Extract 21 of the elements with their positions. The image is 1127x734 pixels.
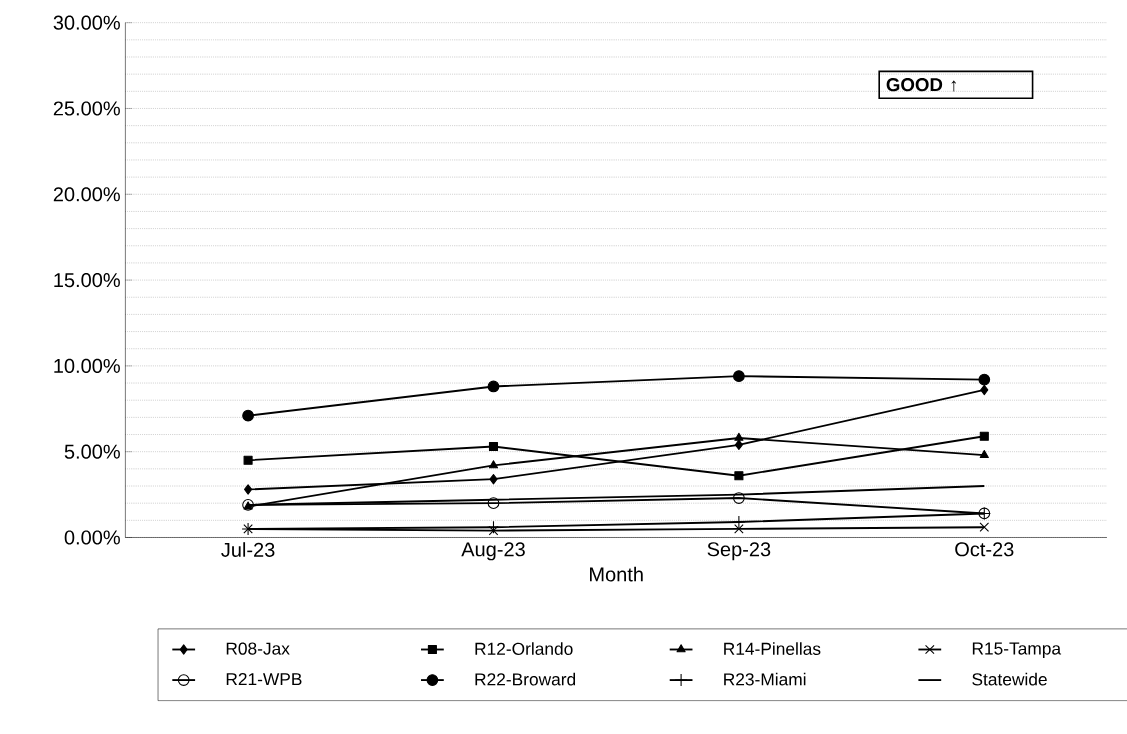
legend-label: R22-Broward <box>475 673 576 686</box>
y-tick-label: 5.00% <box>64 444 120 459</box>
legend-label: R12-Orlando <box>475 642 573 656</box>
x-tick-label: Sep-23 <box>707 542 771 561</box>
legend-label: R08-Jax <box>226 642 290 655</box>
x-tick-label: Jul-23 <box>221 542 275 558</box>
legend-label: Statewide <box>972 673 1047 686</box>
y-tick-label: 20.00% <box>53 187 120 202</box>
y-tick-label: 15.00% <box>54 273 120 288</box>
annotation: GOOD ↑ <box>886 78 957 92</box>
x-tick-label: Oct-23 <box>955 542 1014 557</box>
x-tick-label: Aug-23 <box>461 542 525 561</box>
legend-label: R21-WPB <box>226 673 302 686</box>
legend-label: R15-Tampa <box>972 642 1062 659</box>
legend-label: R23-Miami <box>724 673 806 686</box>
x-axis-title: Month <box>590 567 643 582</box>
legend-label: R14-Pinellas <box>724 642 821 656</box>
y-tick-label: 25.00% <box>53 101 120 116</box>
y-tick-label: 10.00% <box>54 359 120 374</box>
y-tick-label: 30.00% <box>53 15 120 30</box>
y-tick-label: 0.00% <box>64 530 120 545</box>
